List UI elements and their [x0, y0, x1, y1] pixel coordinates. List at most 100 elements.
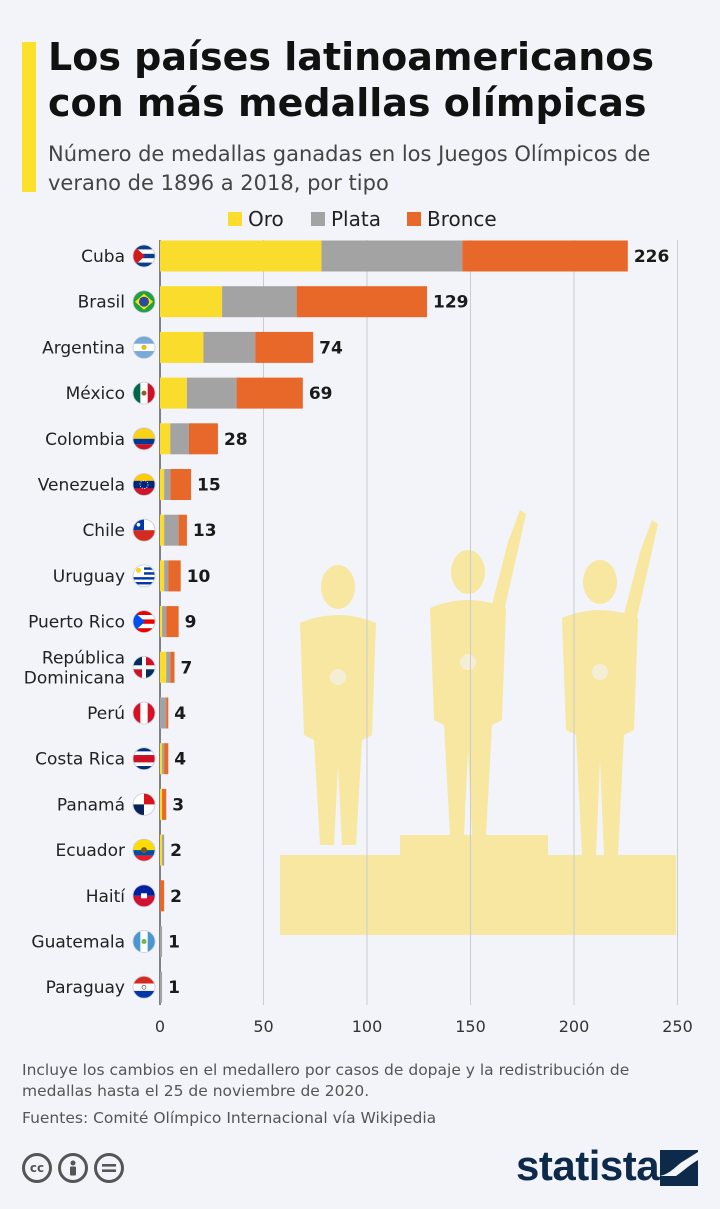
flag-icon	[132, 701, 156, 725]
flag-icon	[132, 564, 156, 588]
flag-icon	[132, 793, 156, 816]
bar-segment-oro	[160, 240, 322, 272]
flag-icon	[132, 610, 156, 633]
flag-icon	[132, 244, 156, 268]
bar-segment-bronce	[166, 606, 179, 638]
bar-segment-plata	[321, 240, 463, 272]
flag-icon	[132, 290, 156, 314]
bar-segment-plata	[160, 697, 167, 729]
total-label: 1	[168, 978, 180, 998]
bar-segment-oro	[160, 834, 163, 866]
total-label: 4	[174, 704, 186, 724]
flag-icon	[132, 930, 156, 953]
category-label: Guatemala	[31, 933, 125, 953]
total-label: 9	[185, 613, 197, 633]
bar-segment-bronce	[236, 377, 303, 409]
medal-chart: Oro Plata Bronce Cuba Brasil Argentina México…	[24, 207, 693, 1036]
bar-segment-plata	[162, 834, 165, 866]
flag-icon	[132, 427, 156, 451]
bar-segment-bronce	[296, 286, 428, 318]
bar-segment-plata	[164, 514, 179, 546]
flags	[132, 244, 156, 999]
x-tick-label: 50	[253, 1017, 273, 1036]
brand-logo: statista	[516, 1142, 660, 1189]
total-label: 4	[174, 750, 186, 770]
bar-segment-plata	[170, 423, 189, 455]
flag-icon	[132, 884, 156, 908]
bar-segment-plata	[160, 971, 163, 1003]
bar-segment-oro	[160, 743, 163, 775]
bar-segment-oro	[160, 469, 165, 500]
bar-segment-oro	[160, 377, 187, 409]
bar-segment-bronce	[178, 514, 187, 546]
athlete-silhouette	[430, 510, 526, 835]
total-label: 3	[172, 795, 184, 815]
podium-base	[280, 855, 676, 935]
total-label: 15	[197, 476, 221, 496]
flag-icon	[132, 655, 156, 679]
podium-top	[400, 835, 548, 857]
category-label: República Dominicana	[24, 648, 125, 688]
category-label: Argentina	[42, 338, 125, 358]
bar-segment-oro	[160, 560, 165, 592]
cc-icon: cc	[22, 1153, 52, 1183]
total-label: 1	[168, 933, 180, 953]
total-label: 2	[170, 887, 182, 907]
flag-icon	[132, 975, 156, 999]
bar-segment-bronce	[170, 469, 192, 500]
bar-segment-plata	[222, 286, 297, 318]
flag-icon	[132, 518, 156, 542]
title-accent-bar	[22, 42, 36, 192]
category-label: Chile	[82, 521, 125, 541]
total-label: 74	[319, 338, 343, 358]
x-tick-label: 0	[155, 1017, 165, 1036]
total-label: 129	[433, 293, 469, 313]
bar-segment-plata	[160, 926, 163, 957]
x-tick-label: 150	[455, 1017, 486, 1036]
bar-segment-bronce	[160, 880, 165, 912]
flag-icon	[132, 838, 156, 862]
legend-swatch	[311, 212, 325, 226]
bar-segment-bronce	[255, 331, 314, 363]
bar-segment-bronce	[170, 651, 175, 683]
bar-segment-plata	[203, 331, 256, 363]
x-tick-label: 200	[559, 1017, 590, 1036]
page-subtitle: Número de medallas ganadas en los Juegos…	[48, 142, 651, 195]
bar-segment-oro	[160, 286, 223, 318]
category-label: Costa Rica	[35, 750, 125, 770]
bar-segment-bronce	[164, 743, 169, 775]
category-label: México	[66, 384, 125, 404]
total-label: 69	[309, 384, 333, 404]
nd-icon	[94, 1153, 124, 1183]
bar-segment-plata	[164, 560, 169, 592]
license-icons: cc	[22, 1153, 124, 1183]
bar-segment-plata	[164, 469, 171, 500]
category-labels: Cuba Brasil Argentina México Colombia Venezue…	[24, 247, 127, 998]
athlete-silhouette	[562, 520, 658, 855]
flag-icon	[132, 747, 156, 771]
by-icon	[58, 1153, 88, 1183]
bar-segment-bronce	[162, 788, 167, 820]
athlete-silhouette	[300, 565, 376, 845]
total-label: 28	[224, 430, 248, 450]
bar-segment-bronce	[462, 240, 628, 272]
category-label: Uruguay	[53, 567, 125, 587]
total-label: 10	[187, 567, 211, 587]
category-label: Venezuela	[38, 476, 125, 496]
bar-segment-oro	[160, 651, 167, 683]
bar-segment-plata	[186, 377, 237, 409]
x-tick-label: 250	[662, 1017, 693, 1036]
flag-icon	[132, 381, 156, 405]
flag-icon	[132, 335, 156, 359]
bar-segment-bronce	[166, 697, 169, 729]
category-label: Colombia	[45, 430, 125, 450]
x-axis: 0 50 100 150 200 250	[155, 1017, 693, 1036]
bar-segment-oro	[160, 788, 163, 820]
legend-label: Bronce	[427, 207, 497, 231]
page-title: Los países latinoamericanos con más meda…	[48, 35, 655, 125]
bar-segment-bronce	[168, 560, 181, 592]
category-label: Paraguay	[46, 978, 125, 998]
category-label: Cuba	[81, 247, 125, 267]
x-tick-label: 100	[352, 1017, 383, 1036]
